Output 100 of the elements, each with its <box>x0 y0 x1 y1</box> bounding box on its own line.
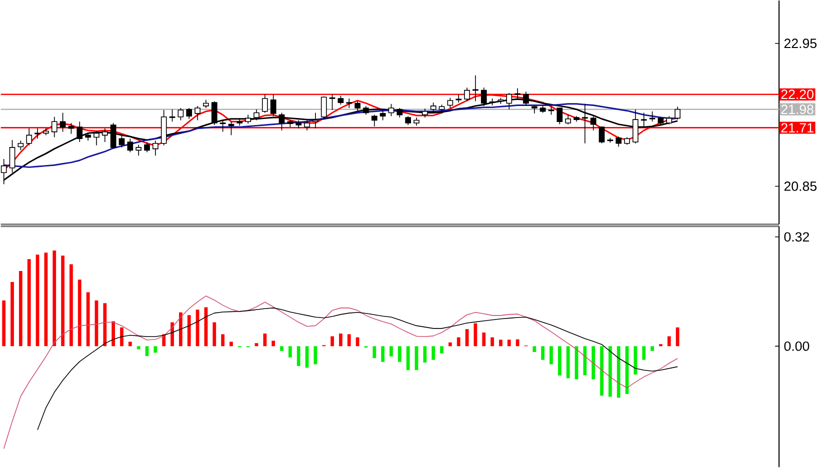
bar <box>642 346 646 360</box>
bar <box>112 321 115 346</box>
bar <box>154 346 158 353</box>
bar <box>406 346 410 370</box>
bar <box>280 346 284 352</box>
bar <box>423 346 427 363</box>
candlestick <box>598 126 605 144</box>
candlestick <box>632 109 638 144</box>
bar <box>18 271 22 346</box>
candlestick <box>76 121 83 143</box>
candlestick <box>472 75 478 102</box>
bar <box>566 346 570 378</box>
bar <box>10 282 14 346</box>
bar <box>390 346 393 357</box>
bar <box>230 342 233 346</box>
candlestick <box>371 114 378 127</box>
candlestick <box>556 108 563 125</box>
candlestick <box>616 136 622 148</box>
bar <box>667 336 671 346</box>
bar <box>482 332 486 346</box>
bar <box>381 346 384 362</box>
candlestick <box>136 144 142 156</box>
candlestick <box>396 108 403 118</box>
bar <box>78 280 82 346</box>
bar <box>61 256 64 346</box>
candlestick <box>380 110 386 121</box>
bar <box>616 346 620 398</box>
bar <box>583 346 587 376</box>
candlestick <box>9 140 16 174</box>
bar <box>507 340 511 346</box>
candlestick <box>152 140 158 156</box>
bar <box>272 340 276 346</box>
bar <box>314 346 318 364</box>
bar <box>592 346 596 380</box>
line-series <box>3 296 678 450</box>
candlestick <box>110 122 116 150</box>
bar <box>600 346 604 396</box>
bar <box>339 334 342 346</box>
bar <box>347 334 351 346</box>
bar <box>296 346 300 366</box>
bar <box>103 303 107 346</box>
candlestick <box>94 130 100 146</box>
bar <box>372 346 376 358</box>
ref-line-label: 21.71 <box>781 123 814 133</box>
y-tick-label: 20.85 <box>784 182 817 192</box>
bar <box>136 346 140 350</box>
bar <box>499 340 502 346</box>
candlestick <box>220 120 226 132</box>
candlestick <box>194 106 200 121</box>
candlestick <box>26 128 32 146</box>
bar <box>398 346 402 362</box>
candlestick <box>464 87 470 102</box>
bar <box>212 322 216 346</box>
bar <box>288 346 292 358</box>
candlestick <box>278 112 285 132</box>
bar <box>432 346 436 360</box>
candlestick <box>18 140 24 151</box>
y-tick-label: 0.32 <box>784 232 810 242</box>
bar <box>650 346 654 352</box>
bar <box>550 346 553 364</box>
bar <box>541 346 545 360</box>
bar <box>170 322 174 346</box>
candlestick <box>640 112 647 128</box>
candlestick <box>430 102 436 114</box>
candlestick <box>228 121 234 136</box>
candlestick <box>346 98 352 109</box>
bar <box>187 315 191 346</box>
bar <box>532 346 536 352</box>
candlestick <box>178 108 184 121</box>
candlestick <box>329 94 336 111</box>
ref-line-label: 22.20 <box>781 90 814 100</box>
bar <box>608 346 612 397</box>
bar <box>558 346 562 376</box>
bar <box>52 250 56 346</box>
candlestick <box>262 94 268 114</box>
candlestick <box>118 134 125 148</box>
candlestick <box>388 104 394 117</box>
candlestick <box>582 104 588 144</box>
candlestick <box>127 138 134 153</box>
candlestick <box>144 142 150 153</box>
candlestick <box>590 116 596 132</box>
bar <box>27 259 31 346</box>
y-tick-label: 0.00 <box>784 342 810 352</box>
candlestick <box>447 98 454 109</box>
candlestick <box>254 109 260 121</box>
bar <box>120 328 124 346</box>
bar <box>263 334 267 346</box>
bar <box>70 264 73 346</box>
candlestick <box>102 128 108 143</box>
candlestick <box>60 112 66 132</box>
bar <box>179 312 182 346</box>
bar <box>440 346 444 354</box>
bar <box>145 346 149 356</box>
candlestick <box>649 111 656 122</box>
bar <box>128 342 132 346</box>
y-tick-label: 22.95 <box>784 38 817 48</box>
bar <box>490 337 494 346</box>
bar <box>456 337 460 346</box>
candlestick <box>565 114 572 125</box>
ref-line-label: 21.98 <box>781 104 814 114</box>
